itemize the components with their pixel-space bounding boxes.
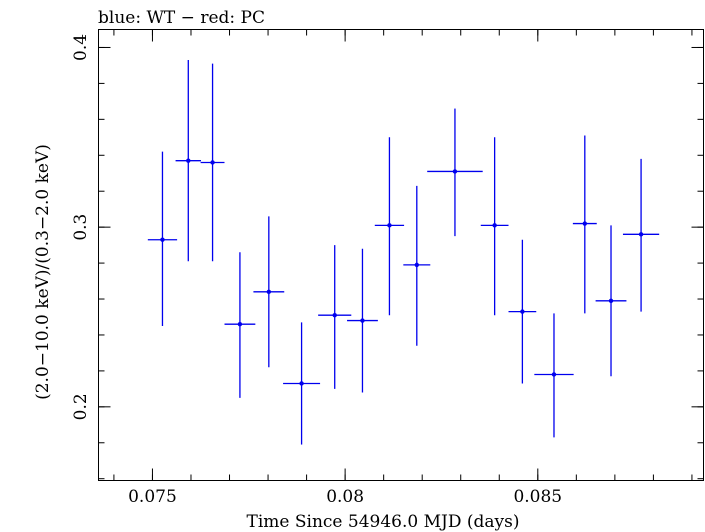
y-tick-label: 0.2	[71, 393, 91, 420]
data-point	[237, 321, 243, 327]
data-point	[551, 372, 557, 377]
data-series	[147, 60, 660, 445]
data-point	[210, 160, 215, 165]
tick-labels: 0.075 0.08 0.085 0.2 0.3 0.4	[71, 34, 562, 507]
data-point	[160, 237, 165, 242]
data-point	[360, 318, 365, 323]
axis-ticks	[98, 29, 704, 481]
chart-title: blue: WT − red: PC	[98, 8, 265, 28]
y-tick-label: 0.4	[71, 34, 91, 61]
y-axis-label: (2.0−10.0 keV)/(0.3−2.0 keV)	[33, 144, 53, 400]
data-point	[387, 223, 392, 228]
data-point	[608, 298, 614, 304]
x-tick-label: 0.08	[326, 487, 364, 507]
data-point	[414, 262, 419, 268]
x-axis-label: Time Since 54946.0 MJD (days)	[247, 512, 520, 532]
data-point	[452, 169, 458, 174]
data-point	[520, 309, 525, 314]
plot-frame	[98, 29, 704, 481]
data-point	[299, 381, 304, 386]
y-tick-label: 0.3	[71, 214, 91, 241]
data-point	[492, 223, 497, 228]
data-point	[266, 289, 272, 295]
series-group	[147, 60, 660, 445]
data-point	[638, 232, 644, 237]
x-tick-label: 0.085	[513, 487, 562, 507]
data-point	[332, 312, 337, 318]
data-point	[186, 158, 191, 163]
data-point	[582, 221, 588, 226]
x-tick-label: 0.075	[128, 487, 177, 507]
